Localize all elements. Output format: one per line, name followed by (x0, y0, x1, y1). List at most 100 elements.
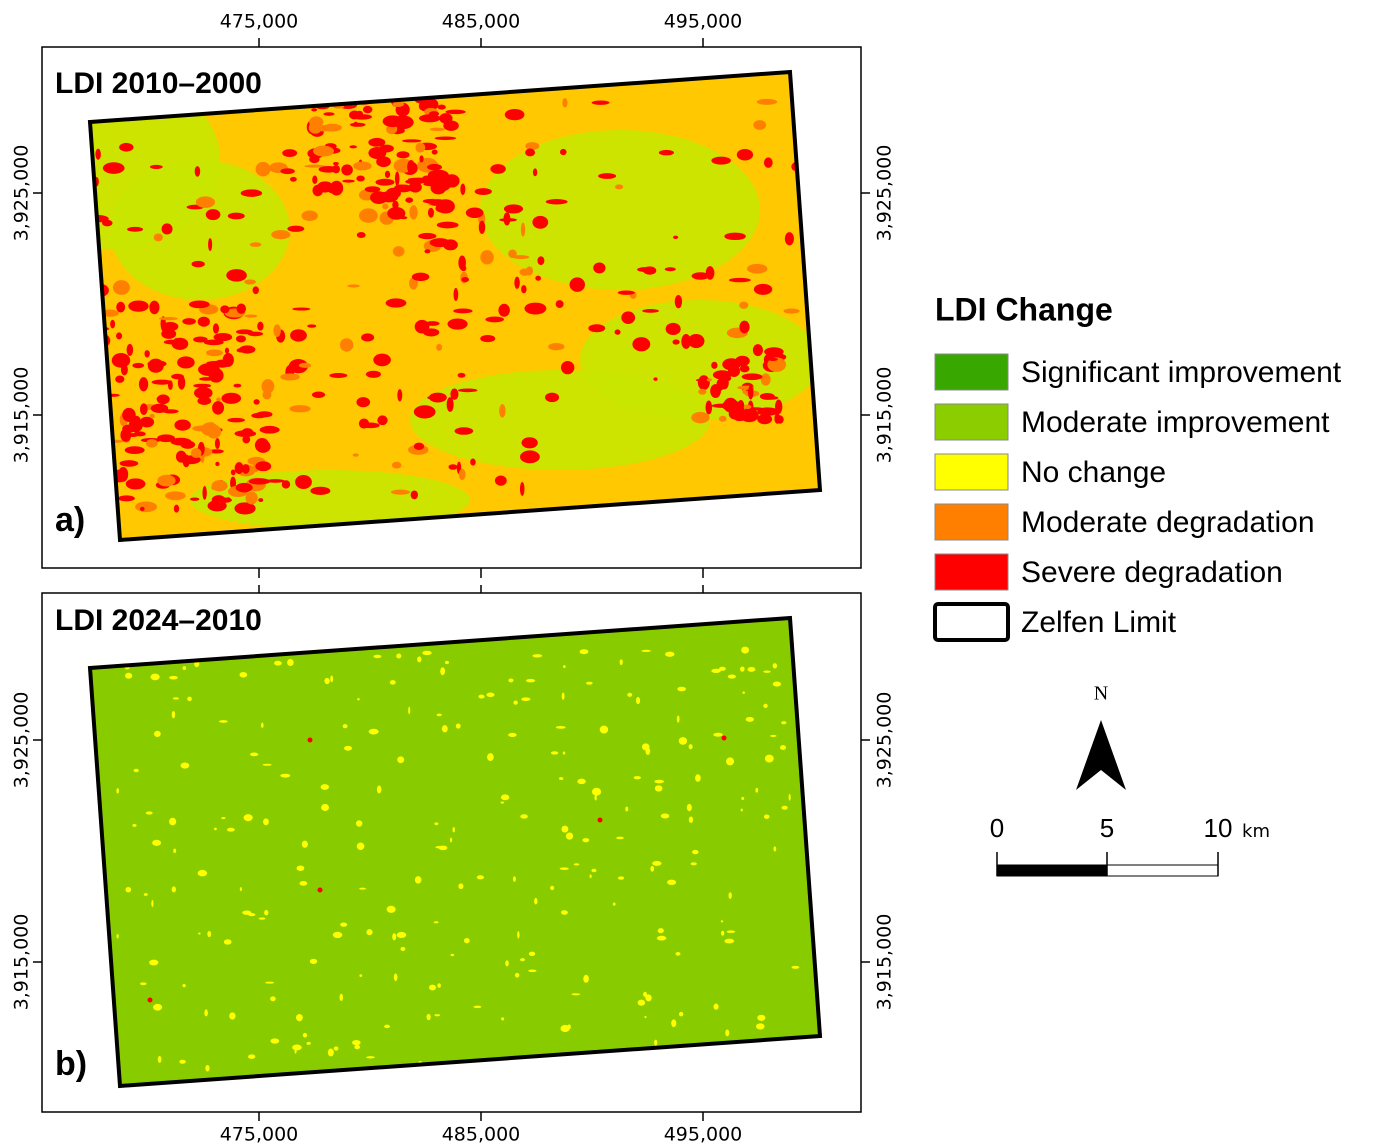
raster-patch (721, 930, 725, 936)
raster-patch (521, 437, 538, 449)
raster-patch (216, 397, 221, 402)
raster-patch (418, 232, 437, 240)
raster-patch (270, 1038, 280, 1044)
raster-patch (598, 173, 617, 179)
raster-patch (229, 1012, 236, 1020)
raster-patch (310, 486, 331, 495)
raster-patch (487, 753, 494, 762)
raster-patch (508, 732, 517, 737)
raster-patch (532, 168, 538, 177)
raster-patch (480, 130, 760, 290)
raster-patch (654, 785, 663, 792)
raster-patch (476, 875, 484, 880)
north-arrow (1076, 720, 1126, 790)
raster-patch (760, 373, 771, 386)
raster-patch (224, 347, 230, 354)
raster-patch (504, 108, 525, 121)
raster-patch (428, 984, 437, 991)
raster-patch (681, 334, 691, 349)
raster-patch (569, 277, 585, 292)
raster-patch (359, 208, 378, 223)
raster-patch (773, 846, 777, 852)
raster-patch (571, 993, 581, 996)
raster-patch (339, 338, 354, 352)
raster-patch (195, 196, 216, 208)
raster-patch (453, 308, 473, 314)
raster-patch (110, 319, 116, 329)
raster-patch (255, 161, 271, 177)
raster-patch (781, 805, 788, 810)
raster-patch (461, 276, 469, 283)
raster-patch (102, 162, 125, 174)
raster-patch (356, 397, 371, 408)
raster-patch (427, 169, 449, 181)
raster-patch (149, 300, 160, 315)
raster-patch (654, 1039, 658, 1046)
raster-patch (410, 370, 710, 470)
raster-patch (676, 715, 680, 723)
raster-patch (452, 827, 455, 833)
raster-patch (450, 388, 459, 400)
raster-patch (373, 654, 382, 659)
raster-patch (156, 396, 163, 401)
raster-patch (389, 680, 396, 685)
raster-patch (445, 109, 466, 115)
raster-patch (520, 814, 528, 819)
raster-patch (745, 716, 754, 722)
raster-patch (449, 837, 453, 843)
raster-patch (724, 938, 735, 944)
raster-patch (227, 417, 245, 423)
legend-label: Zelfen Limit (1021, 606, 1177, 639)
raster-patch (295, 474, 312, 490)
raster-patch (370, 191, 388, 205)
raster-patch (157, 434, 176, 443)
raster-patch (617, 876, 625, 880)
raster-patch (151, 379, 172, 385)
raster-patch (698, 388, 707, 395)
raster-patch (519, 268, 531, 276)
raster-patch (428, 392, 447, 403)
raster-patch (289, 405, 311, 413)
raster-patch (225, 497, 231, 503)
raster-patch (364, 186, 381, 193)
raster-patch (226, 827, 235, 832)
raster-patch (260, 722, 264, 728)
raster-patch (356, 175, 365, 182)
raster-patch (718, 666, 726, 671)
raster-patch (582, 838, 590, 843)
raster-patch (512, 876, 516, 882)
raster-patch (149, 164, 163, 169)
raster-patch (706, 378, 712, 382)
legend-swatch (934, 403, 1009, 441)
raster-patch (307, 324, 317, 328)
raster-patch (173, 504, 180, 513)
raster-patch (95, 148, 101, 160)
raster-patch (474, 188, 492, 195)
raster-patch (133, 768, 139, 773)
raster-patch (255, 461, 272, 472)
raster-patch (150, 673, 160, 681)
raster-patch (132, 823, 137, 827)
raster-patch (234, 502, 256, 515)
raster-patch (153, 233, 163, 242)
raster-patch (297, 1013, 302, 1022)
raster-patch (194, 166, 201, 177)
raster-patch (394, 171, 400, 186)
panel-title: LDI 2024–2010 (55, 604, 262, 637)
raster-patch (427, 207, 434, 218)
raster-patch (220, 305, 230, 314)
raster-patch (264, 909, 269, 916)
raster-patch (583, 974, 589, 983)
raster-patch (251, 412, 267, 419)
raster-patch (425, 321, 440, 326)
raster-patch (309, 155, 320, 164)
raster-patch (407, 159, 415, 174)
raster-patch (127, 226, 144, 232)
raster-patch (321, 803, 329, 812)
raster-patch (197, 869, 208, 877)
raster-patch (726, 757, 735, 766)
raster-patch (781, 721, 787, 725)
raster-patch (366, 1056, 375, 1059)
raster-patch (117, 495, 135, 502)
raster-patch (645, 994, 652, 1002)
